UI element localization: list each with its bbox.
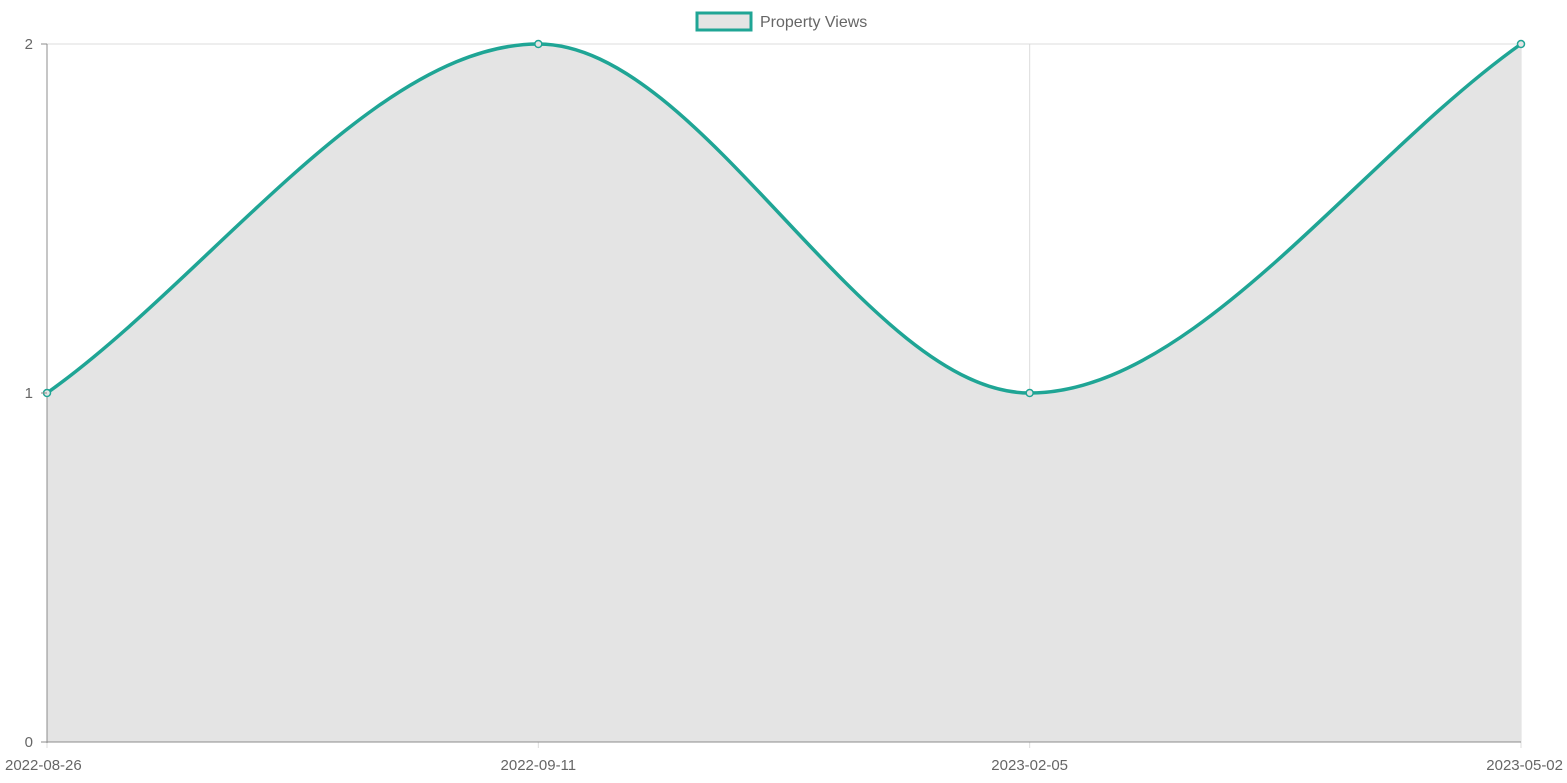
- y-axis-ticks: 0 1 2: [25, 36, 47, 751]
- x-tick-label: 2023-02-05: [991, 757, 1068, 774]
- series-line: [45, 42, 1523, 395]
- legend[interactable]: Property Views: [695, 11, 867, 32]
- x-tick-label: 2023-05-02: [1486, 757, 1563, 774]
- data-point[interactable]: [534, 39, 543, 49]
- data-point[interactable]: [1025, 388, 1034, 398]
- series-area-fill: [47, 44, 1521, 742]
- x-axis-ticks: 2022-08-26 2022-09-11 2023-02-05 2023-05-02: [5, 757, 1563, 774]
- legend-label[interactable]: Property Views: [760, 14, 867, 31]
- y-tick-label: 2: [25, 36, 33, 53]
- y-tick-label: 1: [25, 385, 33, 402]
- x-tick-label: 2022-09-11: [501, 757, 577, 774]
- data-point[interactable]: [1516, 39, 1526, 49]
- x-tick-label: 2022-08-26: [5, 757, 82, 774]
- y-tick-label: 0: [25, 734, 33, 751]
- legend-swatch[interactable]: [695, 11, 753, 32]
